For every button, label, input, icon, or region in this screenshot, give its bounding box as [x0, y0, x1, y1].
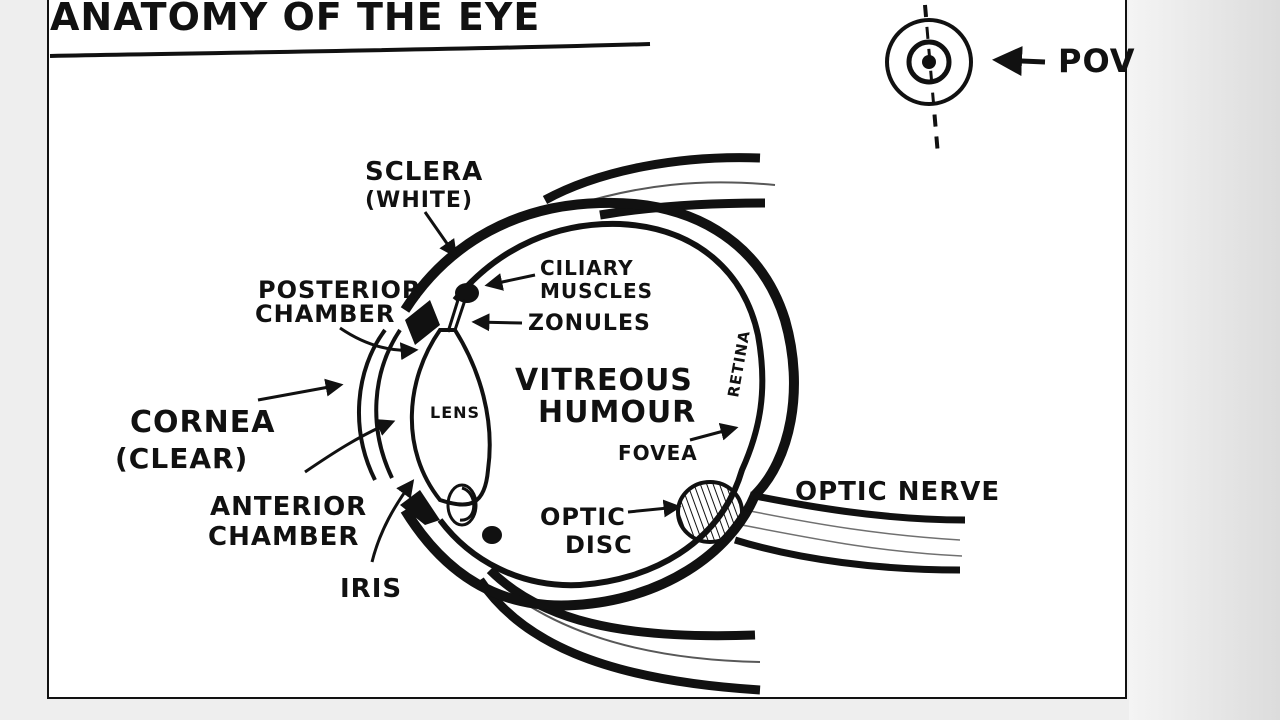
- label-ciliary-1: CILIARY: [540, 256, 634, 280]
- cornea-inner: [374, 328, 402, 479]
- zonules: [446, 299, 476, 522]
- label-optic-nerve: OPTIC NERVE: [795, 477, 1000, 507]
- lower-muscle: [486, 566, 756, 641]
- label-vitreous-1: VITREOUS: [515, 363, 693, 398]
- page-title: ANATOMY OF THE EYE: [50, 0, 540, 39]
- label-ciliary-2: MUSCLES: [540, 279, 653, 303]
- pov-label: POV: [1058, 42, 1136, 80]
- label-iris: IRIS: [340, 574, 402, 604]
- label-anterior-chamber-2: CHAMBER: [208, 522, 359, 552]
- label-posterior-chamber-2: CHAMBER: [255, 300, 395, 328]
- label-cornea-note: (CLEAR): [115, 442, 248, 475]
- pov-arrow: [992, 46, 1046, 77]
- label-anterior-chamber-1: ANTERIOR: [210, 492, 367, 522]
- label-vitreous-2: HUMOUR: [538, 395, 696, 430]
- label-sclera-note: (WHITE): [365, 188, 473, 213]
- label-optic-disc-2: DISC: [565, 531, 633, 559]
- label-sclera: SCLERA: [365, 157, 483, 187]
- pov-eye-icon: [885, 4, 973, 156]
- label-lens: LENS: [430, 403, 480, 422]
- upper-muscle: [542, 153, 761, 204]
- ciliary-muscle-lower: [482, 526, 502, 544]
- sclera-outline: [400, 197, 799, 611]
- cornea-outer: [357, 328, 387, 481]
- label-zonules: ZONULES: [528, 311, 651, 336]
- label-retina: RETINA: [724, 329, 753, 399]
- iris-upper: [405, 300, 440, 345]
- optic-nerve: [749, 491, 966, 524]
- label-cornea: CORNEA: [130, 405, 275, 440]
- label-fovea: FOVEA: [618, 441, 698, 465]
- ciliary-muscle-upper: [455, 283, 479, 303]
- label-posterior-chamber-1: POSTERIOR: [258, 276, 421, 304]
- background-edge: [1129, 0, 1280, 720]
- title-underline: [49, 42, 651, 58]
- retina-outline: [437, 220, 766, 589]
- label-optic-disc-1: OPTIC: [540, 503, 626, 531]
- optic-disc: [676, 480, 744, 544]
